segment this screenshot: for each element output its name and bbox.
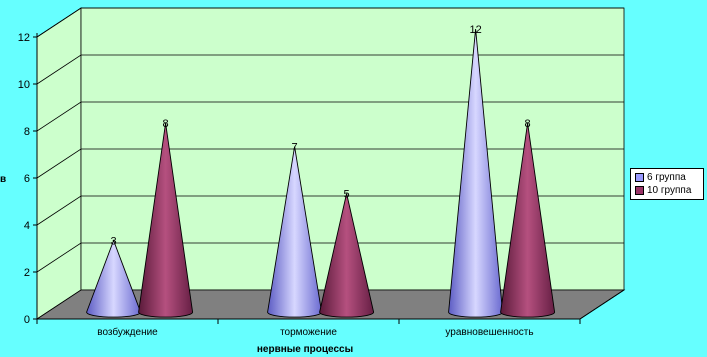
gridline-6 xyxy=(36,148,624,179)
y-tick-label-10: 10 xyxy=(18,79,30,91)
legend-swatch-10-group xyxy=(635,186,644,195)
legend-item-6-group: 6 группа xyxy=(635,171,703,184)
y-axis-title: в xyxy=(0,174,6,185)
legend: 6 группа 10 группа xyxy=(630,168,704,200)
cone-10-группа-возбуждение xyxy=(138,122,194,318)
gridline-10 xyxy=(36,54,624,85)
data-label-6-группа-возбуждение: 3 xyxy=(111,236,117,248)
axes xyxy=(36,33,625,320)
cone-body xyxy=(319,193,375,318)
x-axis-ticks: возбуждение торможение уравновешенность xyxy=(36,319,581,338)
y-axis-ticks: 0 2 4 6 8 10 12 xyxy=(18,32,37,326)
y-tick-label-4: 4 xyxy=(24,220,30,232)
y-tick-label-2: 2 xyxy=(24,267,30,279)
data-label-6-группа-уравновешенность: 12 xyxy=(469,24,481,36)
legend-label-10-group: 10 группа xyxy=(647,185,692,196)
data-label-6-группа-торможение: 7 xyxy=(292,142,298,154)
floor-edge xyxy=(579,289,625,320)
gridline-2 xyxy=(36,242,624,273)
x-tick-label-возбуждение: возбуждение xyxy=(97,326,158,338)
data-label-10-группа-уравновешенность: 8 xyxy=(525,118,531,130)
y-tick-label-0: 0 xyxy=(24,314,30,326)
chart-marks xyxy=(86,28,556,318)
gridlines xyxy=(36,7,624,273)
data-label-10-группа-возбуждение: 8 xyxy=(163,118,169,130)
legend-label-6-group: 6 группа xyxy=(647,172,686,183)
y-tick-label-12: 12 xyxy=(18,32,30,44)
cone-body xyxy=(138,122,194,318)
data-label-10-группа-торможение: 5 xyxy=(344,189,350,201)
y-tick-label-8: 8 xyxy=(24,126,30,138)
gridline-8 xyxy=(36,101,624,132)
x-tick-label-уравновешенность: уравновешенность xyxy=(445,327,533,338)
y-tick-label-6: 6 xyxy=(24,173,30,185)
cone-body xyxy=(500,122,556,318)
x-tick-label-торможение: торможение xyxy=(280,327,337,338)
gridline-4 xyxy=(36,195,624,226)
cone-10-группа-уравновешенность xyxy=(500,122,556,318)
cone-10-группа-торможение xyxy=(319,193,375,318)
legend-swatch-6-group xyxy=(635,173,644,182)
data-labels: 3 7 12 8 5 8 xyxy=(111,24,531,248)
gridline-12 xyxy=(36,7,624,38)
legend-item-10-group: 10 группа xyxy=(635,184,703,197)
x-axis-title: нервные процессы xyxy=(257,344,353,355)
